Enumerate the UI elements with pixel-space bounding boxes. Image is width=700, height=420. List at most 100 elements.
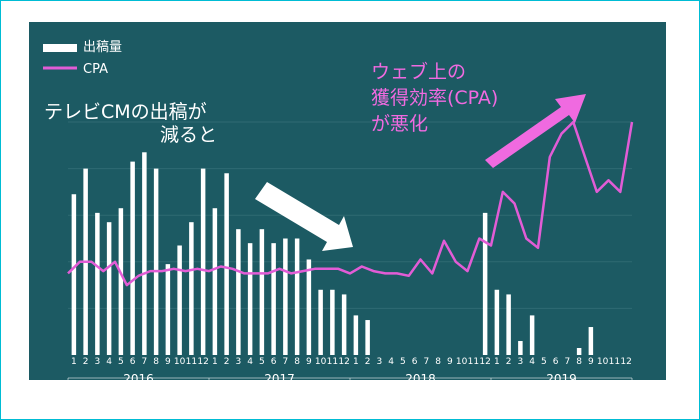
bar-month-18 <box>271 243 276 355</box>
month-tick-label: 2 <box>83 357 89 367</box>
month-tick-label: 7 <box>424 357 430 367</box>
month-tick-label: 10 <box>174 357 186 367</box>
bar-month-9 <box>165 264 171 355</box>
bar-month-36 <box>482 212 488 355</box>
legend-bar-swatch <box>43 44 77 52</box>
month-tick-label: 9 <box>306 357 312 367</box>
bar-month-15 <box>236 229 241 355</box>
month-tick-label: 9 <box>165 357 171 367</box>
bar-month-16 <box>247 243 253 355</box>
bar-month-23 <box>330 289 335 355</box>
month-tick-label: 4 <box>388 357 394 367</box>
annotation-right-line3: が悪化 <box>371 113 428 135</box>
bar-month-6 <box>130 161 135 355</box>
month-tick-label: 11 <box>327 357 338 367</box>
month-tick-label: 2 <box>365 357 371 367</box>
month-tick-label: 7 <box>283 357 289 367</box>
bar-month-8 <box>153 168 159 355</box>
annotation-left-line1: テレビCMの出稿が <box>44 101 207 123</box>
month-tick-label: 1 <box>71 357 77 367</box>
month-tick-label: 10 <box>315 357 327 367</box>
month-tick-label: 5 <box>541 357 547 367</box>
month-tick-label: 4 <box>106 357 112 367</box>
bar-month-45 <box>588 327 594 355</box>
bar-month-20 <box>294 238 300 355</box>
month-tick-label: 1 <box>353 357 359 367</box>
month-tick-label: 6 <box>553 357 559 367</box>
annotations: テレビCMの出稿が 減ると ウェブ上の 獲得効率(CPA) が悪化 <box>44 60 498 146</box>
year-label: 2018 <box>405 372 436 386</box>
month-tick-label: 5 <box>259 357 265 367</box>
grid-layer <box>68 121 632 309</box>
month-tick-label: 4 <box>247 357 253 367</box>
month-tick-label: 12 <box>620 357 631 367</box>
bar-month-19 <box>283 238 288 355</box>
chart-panel <box>29 22 666 380</box>
month-tick-label: 9 <box>588 357 594 367</box>
bar-month-17 <box>259 229 265 355</box>
annotation-right-line1: ウェブ上の <box>371 60 466 83</box>
month-tick-label: 7 <box>142 357 148 367</box>
bar-month-4 <box>106 222 112 355</box>
month-tick-label: 7 <box>565 357 571 367</box>
month-tick-label: 8 <box>153 357 159 367</box>
bar-month-24 <box>341 294 347 355</box>
bar-month-38 <box>506 294 511 355</box>
bar-month-10 <box>177 245 182 355</box>
legend-line-label: CPA <box>83 62 108 77</box>
bar-month-26 <box>365 320 370 355</box>
year-label: 2019 <box>546 372 577 386</box>
month-tick-label: 11 <box>186 357 197 367</box>
month-tick-label: 3 <box>95 357 101 367</box>
bar-month-5 <box>118 208 124 355</box>
month-tick-label: 12 <box>479 357 490 367</box>
cpa-line-series <box>67 120 634 287</box>
bar-month-39 <box>518 341 523 355</box>
month-tick-label: 9 <box>447 357 453 367</box>
month-tick-label: 5 <box>400 357 406 367</box>
bar-month-14 <box>224 173 229 355</box>
bar-month-13 <box>212 208 218 355</box>
legend-bar-label: 出稿量 <box>83 39 122 55</box>
month-tick-label: 8 <box>294 357 300 367</box>
bar-month-44 <box>576 348 582 355</box>
month-tick-label: 2 <box>224 357 230 367</box>
month-tick-label: 12 <box>197 357 208 367</box>
bar-month-1 <box>71 194 77 355</box>
month-tick-label: 3 <box>518 357 524 367</box>
month-tick-label: 3 <box>236 357 242 367</box>
bar-month-21 <box>306 259 312 355</box>
month-tick-label: 6 <box>130 357 136 367</box>
legend: 出稿量 CPA <box>43 39 122 77</box>
increase-arrow <box>485 94 586 168</box>
year-label: 2016 <box>123 372 154 386</box>
month-tick-label: 10 <box>597 357 609 367</box>
annotation-left-line2: 減ると <box>160 124 217 146</box>
bar-month-11 <box>189 222 194 355</box>
bar-month-22 <box>318 289 323 355</box>
bar-month-12 <box>200 168 206 355</box>
month-tick-label: 3 <box>377 357 383 367</box>
month-tick-label: 1 <box>212 357 218 367</box>
month-tick-label: 12 <box>338 357 349 367</box>
bar-month-40 <box>529 315 535 355</box>
month-tick-label: 10 <box>456 357 468 367</box>
cpa-line <box>67 120 634 287</box>
bar-month-37 <box>494 289 500 355</box>
bar-month-7 <box>142 152 147 355</box>
x-axis: 1 2 3 4 5 6 7 8 9 10 11 12 1 2 3 4 5 6 7 8 9 10 11 12 1 2 3 4 5 6 7 8 9 1… <box>67 357 633 390</box>
month-tick-label: 4 <box>529 357 535 367</box>
month-tick-label: 5 <box>118 357 124 367</box>
month-tick-label: 6 <box>271 357 277 367</box>
month-tick-label: 2 <box>506 357 512 367</box>
month-tick-label: 8 <box>576 357 582 367</box>
month-tick-label: 11 <box>609 357 620 367</box>
decrease-arrow <box>255 182 353 251</box>
year-label: 2017 <box>264 372 295 386</box>
month-tick-label: 8 <box>435 357 441 367</box>
bar-month-25 <box>353 315 359 355</box>
bar-series <box>71 152 594 355</box>
month-tick-label: 11 <box>468 357 479 367</box>
